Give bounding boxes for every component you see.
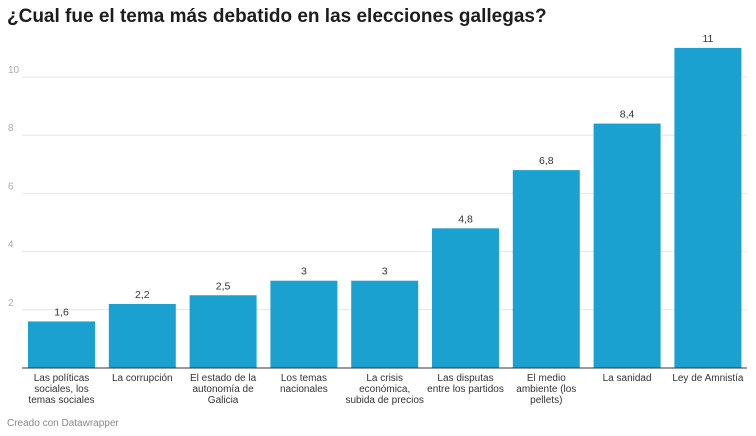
bar <box>432 228 499 368</box>
category-label-line: La corrupción <box>112 373 173 384</box>
y-tick-label: 10 <box>8 65 20 76</box>
category-label-line: pellets) <box>530 395 562 406</box>
category-label: La sanidad <box>603 373 652 384</box>
value-label: 4,8 <box>458 213 473 225</box>
y-tick-label: 8 <box>8 123 14 134</box>
value-label: 2,2 <box>135 289 150 301</box>
category-label-line: Ley de Amnistía <box>672 373 744 384</box>
value-label: 8,4 <box>620 109 635 121</box>
value-label: 3 <box>382 266 388 278</box>
category-label-line: Los temas <box>281 373 327 384</box>
value-label: 1,6 <box>54 306 69 318</box>
y-tick-label: 4 <box>8 240 14 251</box>
bar <box>351 280 419 368</box>
category-label-line: El medio <box>527 373 566 384</box>
bar <box>108 303 176 368</box>
category-label: El estado de la autonomía de Galicia <box>190 373 257 406</box>
y-tick-label: 2 <box>8 298 14 309</box>
bar <box>189 295 257 368</box>
y-tick-label: 6 <box>8 181 14 192</box>
category-label-line: Galicia <box>208 395 239 406</box>
category-label-line: La sanidad <box>603 373 652 384</box>
category-label-line: Las políticas <box>34 373 90 384</box>
category-label-line: subida de precios <box>346 395 424 406</box>
category-label-line: Las disputas <box>437 373 493 384</box>
bar <box>674 47 742 369</box>
bar <box>593 123 661 368</box>
category-label: Ley de Amnistía <box>672 373 744 384</box>
category-label: El medio ambiente (los pellets) <box>516 373 576 406</box>
value-label: 11 <box>702 33 713 45</box>
category-label-line: entre los partidos <box>427 384 504 395</box>
category-label: La corrupción <box>112 373 173 384</box>
category-label: Las disputas entre los partidos <box>427 373 504 395</box>
category-label-line: nacionales <box>280 384 328 395</box>
bar <box>512 170 580 368</box>
category-label-line: La crisis <box>366 373 403 384</box>
bar <box>270 280 338 368</box>
category-label: Las políticas sociales, los temas sociales <box>28 373 94 406</box>
category-label-line: económica, <box>359 384 410 395</box>
category-label-line: El estado de la <box>190 373 257 384</box>
category-label-line: ambiente (los <box>516 384 576 395</box>
category-label-line: sociales, los <box>34 384 88 395</box>
chart-title: ¿Cual fue el tema más debatido en las el… <box>7 6 547 27</box>
value-label: 3 <box>301 266 307 278</box>
bar <box>28 321 95 368</box>
category-label-line: temas sociales <box>28 395 94 406</box>
category-label: La crisis económica, subida de precios <box>346 373 424 406</box>
footer-credit: Creado con Datawrapper <box>7 418 119 429</box>
category-label-line: autonomía de <box>193 384 255 395</box>
value-label: 2,5 <box>216 280 231 292</box>
value-label: 6,8 <box>539 155 554 167</box>
category-label: Los temas nacionales <box>280 373 328 395</box>
